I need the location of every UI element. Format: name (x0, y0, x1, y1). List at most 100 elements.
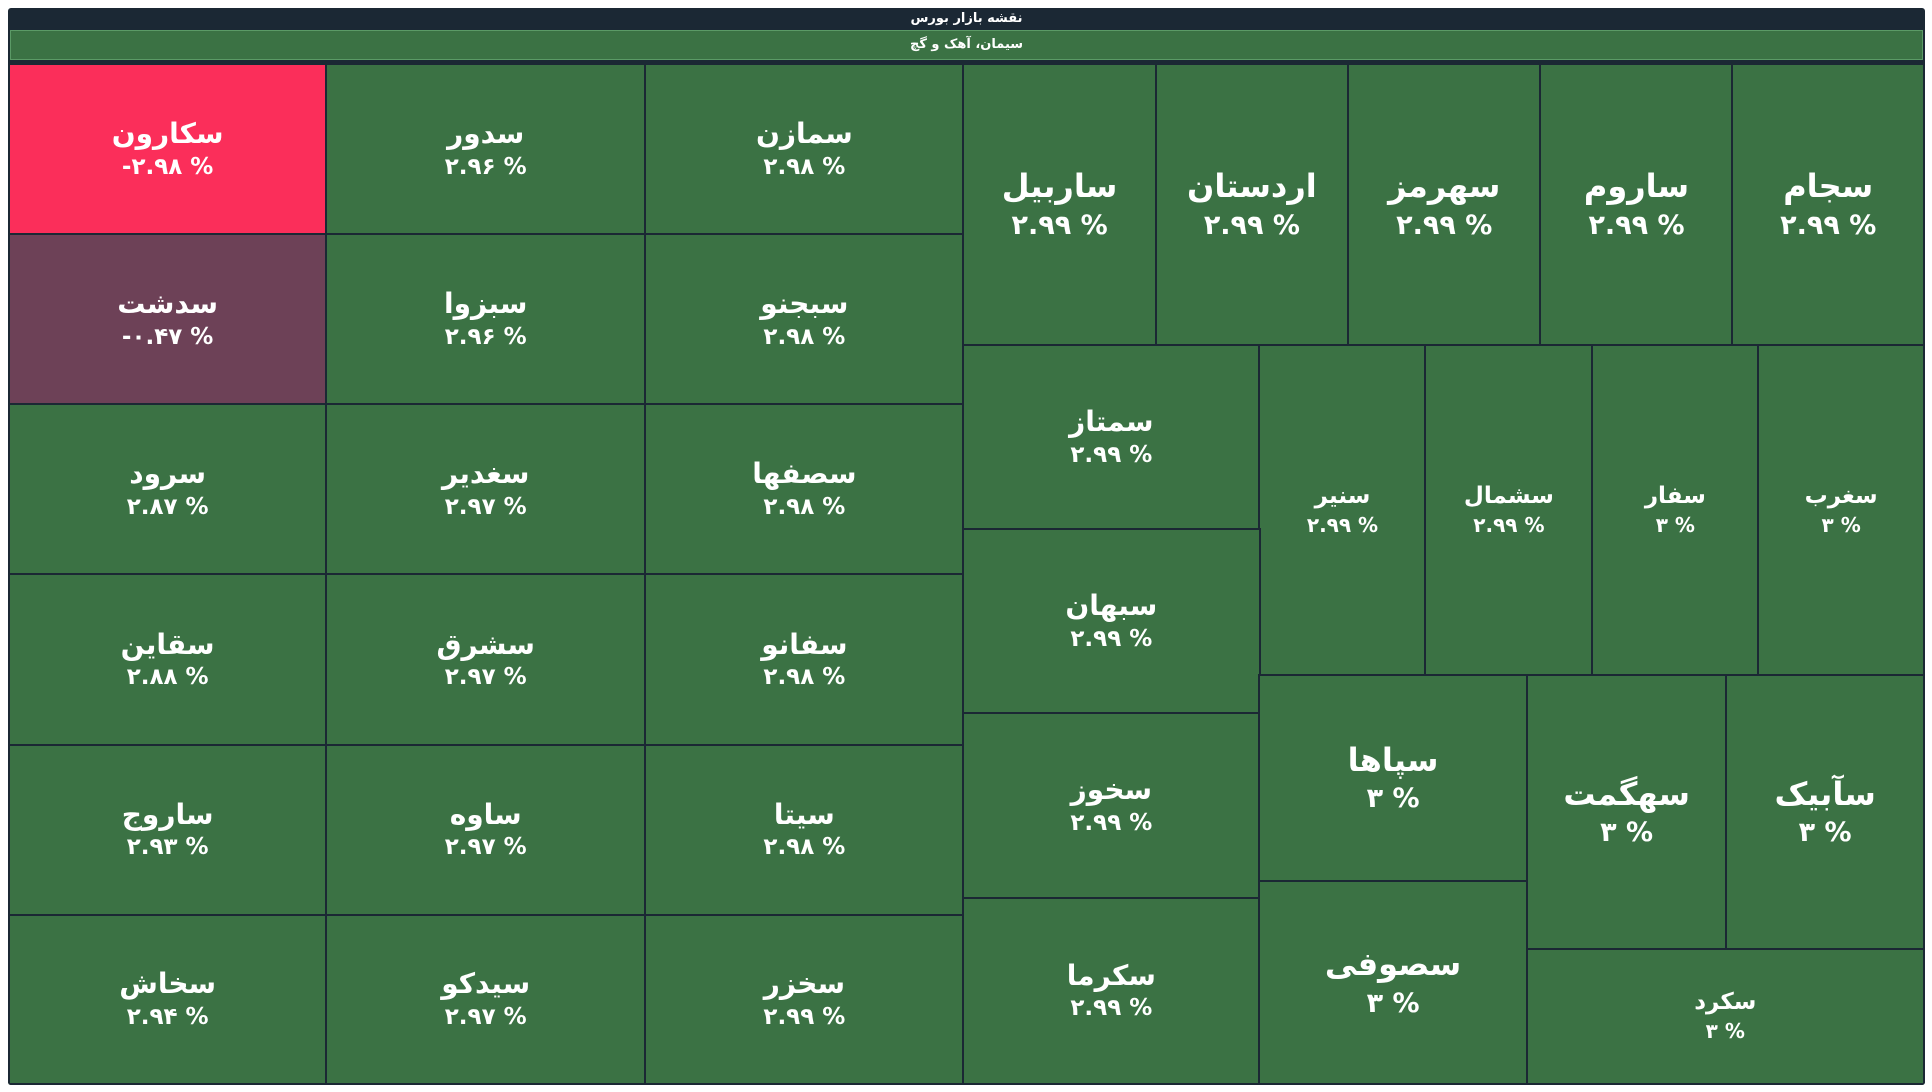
tile-symbol: سرود (129, 457, 206, 491)
tile-symbol: سفار (1644, 483, 1706, 510)
tile-change: ۲.۸۷ % (126, 493, 209, 520)
tile-sakhash[interactable]: سخاش ۲.۹۴ % (8, 913, 328, 1085)
tile-saveh[interactable]: ساوه ۲.۹۷ % (324, 743, 647, 917)
tile-sesoofi[interactable]: سصوفی ۳ % (1258, 879, 1529, 1085)
tile-symbol: سدور (447, 117, 525, 151)
tile-symbol: سیتا (773, 797, 835, 831)
tile-change: ۲.۹۸ % (763, 323, 846, 350)
tile-symbol: سمازن (755, 117, 853, 151)
tile-symbol: سشمال (1463, 483, 1554, 510)
market-treemap: نقشه بازار بورس سیمان، آهک و گچ سکارون -۲… (8, 8, 1925, 1085)
tile-safar[interactable]: سفار ۳ % (1590, 343, 1760, 677)
tile-symbol: سخزر (763, 967, 845, 1001)
tile-symbol: سیدکو (441, 967, 531, 1001)
tile-symbol: سنیر (1314, 483, 1371, 510)
tile-samazan[interactable]: سمازن ۲.۹۸ % (644, 63, 965, 236)
tile-symbol: سفانو (761, 627, 848, 661)
tile-saroom[interactable]: ساروم ۲.۹۹ % (1539, 63, 1734, 347)
tile-change: ۲.۹۹ % (1070, 441, 1153, 468)
tile-change: ۲.۹۷ % (444, 663, 527, 690)
tile-change: ۳ % (1600, 817, 1654, 849)
tile-symbol: سشرق (436, 627, 535, 661)
tile-symbol: اردستان (1187, 167, 1317, 206)
tile-symbol: سجام (1783, 167, 1874, 206)
tile-saabik[interactable]: سآبیک ۳ % (1725, 674, 1925, 951)
tile-change: ۲.۹۸ % (763, 153, 846, 180)
tile-change: ۳ % (1821, 513, 1861, 538)
tile-change: ۲.۹۸ % (763, 663, 846, 690)
tile-safano[interactable]: سفانو ۲.۹۸ % (644, 573, 965, 746)
tile-symbol: سقاین (120, 627, 215, 661)
tile-symbol: سدشت (117, 287, 219, 321)
tile-sahegmat[interactable]: سهگمت ۳ % (1525, 674, 1728, 951)
tile-change: ۳ % (1366, 987, 1420, 1019)
tile-sashomal[interactable]: سشمال ۲.۹۹ % (1424, 343, 1594, 677)
tile-ardestan[interactable]: اردستان ۲.۹۹ % (1154, 63, 1350, 347)
tile-symbol: سآبیک (1774, 774, 1876, 813)
tile-samtaz[interactable]: سمتاز ۲.۹۹ % (962, 343, 1261, 531)
tile-change: ۲.۹۶ % (444, 323, 527, 350)
tile-change: ۲.۹۹ % (1011, 209, 1108, 241)
tile-change: ۲.۹۹ % (1473, 513, 1545, 538)
tile-symbol: سبزوا (444, 287, 528, 321)
tile-sakerma[interactable]: سکرما ۲.۹۹ % (962, 896, 1261, 1085)
tile-change: ۲.۹۹ % (1070, 625, 1153, 652)
tile-symbol: سغدیر (441, 457, 530, 491)
tile-symbol: سهرمز (1388, 167, 1501, 206)
tile-change: ۲.۹۳ % (126, 834, 209, 861)
tile-change: ۳ % (1705, 1019, 1745, 1044)
tile-sabahan[interactable]: سبهان ۲.۹۹ % (962, 528, 1261, 715)
tile-sakaroon[interactable]: سکارون -۲.۹۸ % (8, 63, 328, 236)
tile-change: -۲.۹۸ % (121, 153, 214, 180)
tile-change: ۳ % (1655, 513, 1695, 538)
tile-change: ۲.۹۹ % (1396, 209, 1493, 241)
tile-sabzava[interactable]: سبزوا ۲.۹۶ % (324, 233, 647, 406)
tile-change: ۲.۹۹ % (763, 1003, 846, 1030)
sector-header[interactable]: سیمان، آهک و گچ (10, 30, 1923, 60)
tile-change: ۲.۹۷ % (444, 493, 527, 520)
tile-change: ۳ % (1366, 783, 1420, 815)
tile-sasharq[interactable]: سشرق ۲.۹۷ % (324, 573, 647, 746)
tile-sajam[interactable]: سجام ۲.۹۹ % (1731, 63, 1925, 347)
tile-saghadir[interactable]: سغدیر ۲.۹۷ % (324, 403, 647, 576)
tile-symbol: ساوه (449, 797, 522, 831)
tile-sepaha[interactable]: سپاها ۳ % (1258, 674, 1529, 883)
sector-title: سیمان، آهک و گچ (909, 37, 1024, 52)
tile-sidko[interactable]: سیدکو ۲.۹۷ % (324, 913, 647, 1085)
tile-symbol: سبهان (1065, 589, 1158, 623)
tile-change: ۲.۹۹ % (1203, 209, 1300, 241)
tile-change: ۲.۹۴ % (126, 1003, 209, 1030)
tile-change: ۲.۹۸ % (763, 493, 846, 520)
tile-symbol: سصفها (752, 457, 857, 491)
tile-sarbil[interactable]: ساربیل ۲.۹۹ % (962, 63, 1157, 347)
tile-symbol: سمتاز (1069, 405, 1154, 439)
tile-change: ۲.۹۸ % (763, 834, 846, 861)
tile-sanir[interactable]: سنیر ۲.۹۹ % (1258, 343, 1427, 677)
tile-symbol: ساروج (121, 797, 214, 831)
tile-symbol: ساروم (1583, 167, 1690, 206)
tile-sakhoz[interactable]: سخوز ۲.۹۹ % (962, 711, 1261, 900)
tile-sesfaha[interactable]: سصفها ۲.۹۸ % (644, 403, 965, 576)
tile-sabjano[interactable]: سبجنو ۲.۹۸ % (644, 233, 965, 406)
tile-saghayen[interactable]: سقاین ۲.۸۸ % (8, 573, 328, 746)
tile-sakhazar[interactable]: سخزر ۲.۹۹ % (644, 913, 965, 1085)
tile-sarooj[interactable]: ساروج ۲.۹۳ % (8, 743, 328, 917)
tile-change: ۲.۹۹ % (1588, 209, 1685, 241)
tile-sita[interactable]: سیتا ۲.۹۸ % (644, 743, 965, 917)
tile-sadoor[interactable]: سدور ۲.۹۶ % (324, 63, 647, 236)
tile-sadasht[interactable]: سدشت -۰.۴۷ % (8, 233, 328, 406)
tile-sahormoz[interactable]: سهرمز ۲.۹۹ % (1346, 63, 1542, 347)
tile-symbol: سکرما (1066, 958, 1156, 992)
map-title: نقشه بازار بورس (910, 11, 1023, 26)
tile-change: ۲.۹۹ % (1780, 209, 1877, 241)
tile-symbol: سبجنو (760, 287, 849, 321)
tile-symbol: سهگمت (1563, 774, 1690, 813)
tile-change: ۲.۹۹ % (1306, 513, 1379, 538)
tile-symbol: سخوز (1070, 773, 1153, 807)
tile-sarood[interactable]: سرود ۲.۸۷ % (8, 403, 328, 576)
tile-change: -۰.۴۷ % (121, 323, 214, 350)
tile-sakord[interactable]: سکرد ۳ % (1525, 947, 1925, 1085)
tile-sagharb[interactable]: سغرب ۳ % (1757, 343, 1925, 677)
tile-change: ۲.۹۶ % (444, 153, 527, 180)
